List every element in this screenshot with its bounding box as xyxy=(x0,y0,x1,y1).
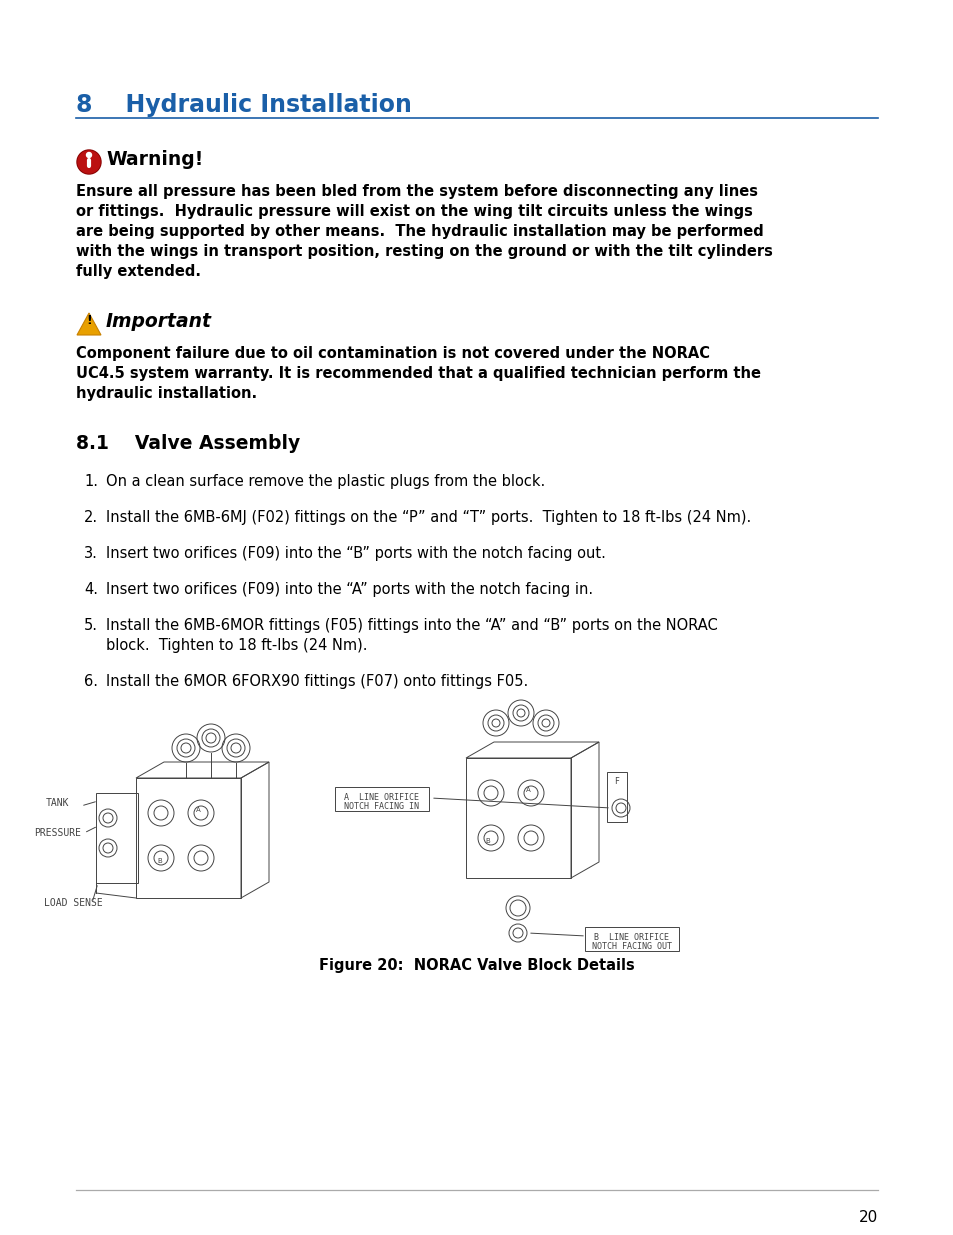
Text: NOTCH FACING IN: NOTCH FACING IN xyxy=(344,802,419,811)
Text: block.  Tighten to 18 ft-lbs (24 Nm).: block. Tighten to 18 ft-lbs (24 Nm). xyxy=(106,638,367,653)
Text: A  LINE ORIFICE: A LINE ORIFICE xyxy=(344,793,419,802)
Circle shape xyxy=(78,151,100,173)
Circle shape xyxy=(77,149,101,174)
Text: 20: 20 xyxy=(858,1210,877,1225)
Text: LOAD SENSE: LOAD SENSE xyxy=(44,898,103,908)
Text: 3.: 3. xyxy=(84,546,98,561)
Polygon shape xyxy=(77,312,101,335)
Text: are being supported by other means.  The hydraulic installation may be performed: are being supported by other means. The … xyxy=(76,224,763,240)
Circle shape xyxy=(87,152,91,158)
FancyBboxPatch shape xyxy=(584,927,679,951)
Text: F: F xyxy=(614,778,618,787)
Text: 1.: 1. xyxy=(84,474,98,489)
Text: A: A xyxy=(195,806,200,813)
Text: Install the 6MOR 6FORX90 fittings (F07) onto fittings F05.: Install the 6MOR 6FORX90 fittings (F07) … xyxy=(106,674,528,689)
Text: Install the 6MB-6MJ (F02) fittings on the “P” and “T” ports.  Tighten to 18 ft-l: Install the 6MB-6MJ (F02) fittings on th… xyxy=(106,510,750,525)
Text: Install the 6MB-6MOR fittings (F05) fittings into the “A” and “B” ports on the N: Install the 6MB-6MOR fittings (F05) fitt… xyxy=(106,618,717,634)
Text: Important: Important xyxy=(106,312,212,331)
Text: B  LINE ORIFICE: B LINE ORIFICE xyxy=(594,932,669,942)
Text: 5.: 5. xyxy=(84,618,98,634)
Text: or fittings.  Hydraulic pressure will exist on the wing tilt circuits unless the: or fittings. Hydraulic pressure will exi… xyxy=(76,204,752,219)
Text: Component failure due to oil contamination is not covered under the NORAC: Component failure due to oil contaminati… xyxy=(76,346,709,361)
Text: Insert two orifices (F09) into the “B” ports with the notch facing out.: Insert two orifices (F09) into the “B” p… xyxy=(106,546,605,561)
Text: UC4.5 system warranty. It is recommended that a qualified technician perform the: UC4.5 system warranty. It is recommended… xyxy=(76,366,760,382)
Text: PRESSURE: PRESSURE xyxy=(34,827,81,839)
Text: 8.1    Valve Assembly: 8.1 Valve Assembly xyxy=(76,433,300,453)
Text: 6.: 6. xyxy=(84,674,98,689)
Text: 8    Hydraulic Installation: 8 Hydraulic Installation xyxy=(76,93,412,117)
FancyBboxPatch shape xyxy=(335,787,429,811)
Text: Warning!: Warning! xyxy=(106,149,203,169)
Text: B: B xyxy=(485,839,490,844)
Text: Ensure all pressure has been bled from the system before disconnecting any lines: Ensure all pressure has been bled from t… xyxy=(76,184,758,199)
Text: with the wings in transport position, resting on the ground or with the tilt cyl: with the wings in transport position, re… xyxy=(76,245,772,259)
Text: fully extended.: fully extended. xyxy=(76,264,201,279)
Text: 4.: 4. xyxy=(84,582,98,597)
Text: Insert two orifices (F09) into the “A” ports with the notch facing in.: Insert two orifices (F09) into the “A” p… xyxy=(106,582,593,597)
Text: !: ! xyxy=(86,314,91,327)
Text: TANK: TANK xyxy=(46,798,70,808)
Text: NOTCH FACING OUT: NOTCH FACING OUT xyxy=(592,942,671,951)
Text: hydraulic installation.: hydraulic installation. xyxy=(76,387,257,401)
Text: 2.: 2. xyxy=(84,510,98,525)
Text: A: A xyxy=(525,787,530,793)
Text: Figure 20:  NORAC Valve Block Details: Figure 20: NORAC Valve Block Details xyxy=(319,958,634,973)
Text: B: B xyxy=(157,858,162,864)
Text: On a clean surface remove the plastic plugs from the block.: On a clean surface remove the plastic pl… xyxy=(106,474,545,489)
